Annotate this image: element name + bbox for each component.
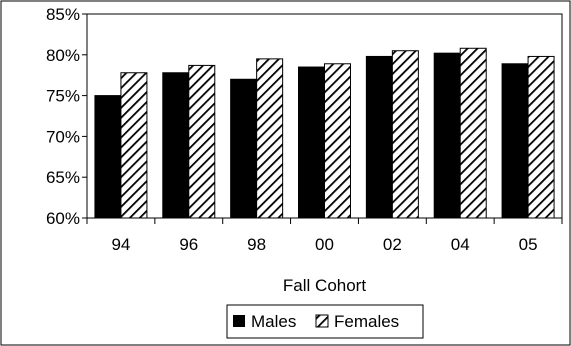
x-axis-title: Fall Cohort	[283, 276, 366, 295]
x-tick-label: 00	[315, 235, 334, 254]
x-tick-label: 02	[383, 235, 402, 254]
bar-males-04	[433, 52, 461, 219]
x-tick-label: 96	[179, 235, 198, 254]
y-axis: 60% 65% 70% 75% 80% 85%	[46, 5, 87, 228]
bar-females-00	[324, 63, 351, 219]
bar-males-02	[365, 55, 393, 219]
legend-label-males: Males	[251, 312, 296, 331]
y-tick-label: 80%	[46, 46, 80, 65]
bars	[94, 47, 555, 219]
x-tick-label: 98	[247, 235, 266, 254]
bar-females-96	[188, 64, 216, 219]
y-tick-label: 75%	[46, 87, 80, 106]
y-tick-label: 70%	[46, 127, 80, 146]
bar-males-00	[298, 66, 325, 219]
legend: Males Females	[226, 304, 424, 339]
bar-males-94	[94, 95, 122, 219]
bar-females-98	[256, 58, 284, 219]
bar-females-05	[527, 55, 555, 219]
y-tick-label: 85%	[46, 5, 80, 24]
legend-swatch-males	[233, 315, 245, 327]
legend-label-females: Females	[334, 312, 399, 331]
bar-males-05	[501, 63, 529, 219]
legend-swatch-females	[315, 314, 329, 328]
bar-females-04	[459, 47, 487, 219]
y-tick-label: 65%	[46, 168, 80, 187]
bar-females-94	[120, 72, 148, 219]
bar-males-96	[162, 72, 190, 219]
bar-males-98	[230, 78, 258, 219]
x-axis: 94 96 98 00 02 04 05	[86, 218, 563, 254]
x-tick-label: 04	[451, 235, 470, 254]
bar-females-02	[391, 50, 419, 219]
x-tick-label: 94	[111, 235, 130, 254]
y-tick-label: 60%	[46, 209, 80, 228]
x-tick-label: 05	[519, 235, 538, 254]
